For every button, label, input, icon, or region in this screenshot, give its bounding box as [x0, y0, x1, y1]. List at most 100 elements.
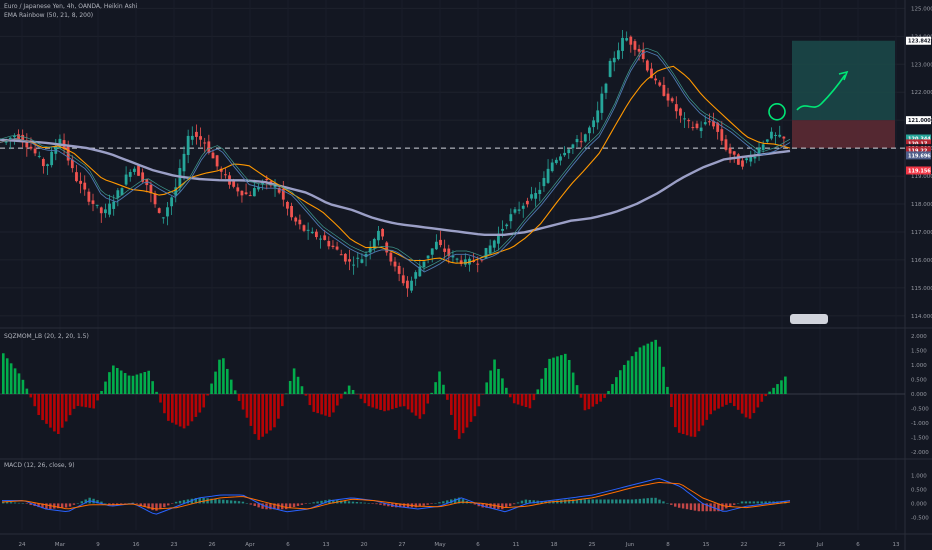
time-tick-label: 15	[703, 542, 710, 548]
price-tick-label: 116.000	[911, 258, 932, 264]
candle-body	[75, 172, 78, 182]
price-badge	[906, 146, 931, 155]
macd-histogram-bar	[422, 503, 425, 506]
macd-histogram-bar	[740, 501, 744, 504]
price-badge	[906, 139, 931, 148]
candle-body	[554, 159, 558, 164]
macd-histogram-bar	[123, 503, 127, 504]
candle-body	[199, 136, 202, 140]
macd-histogram-bar	[532, 500, 535, 504]
candle-body	[650, 68, 653, 79]
momentum-bar	[461, 394, 465, 434]
candle-body	[567, 149, 571, 154]
candle-body	[600, 93, 604, 113]
momentum-bar	[654, 339, 657, 394]
candle-body	[112, 201, 116, 209]
momentum-bar	[37, 394, 40, 416]
macd-histogram-bar	[685, 503, 689, 510]
momentum-bar	[571, 372, 575, 394]
momentum-bar	[630, 356, 634, 394]
time-tick-label: 8	[666, 542, 670, 548]
momentum-bar	[284, 393, 288, 395]
candle-body	[66, 144, 70, 161]
macd-histogram-bar	[151, 503, 154, 511]
candle-body	[732, 151, 736, 155]
candle-body	[132, 168, 136, 172]
candle-body	[153, 193, 157, 205]
candle-body	[372, 238, 376, 249]
momentum-bar	[25, 388, 29, 394]
projection-arrow-head	[838, 70, 849, 81]
macd-histogram-bar	[717, 503, 720, 512]
momentum-bar	[646, 343, 650, 394]
momentum-bar	[705, 394, 709, 420]
candle-body	[170, 197, 174, 207]
candle-body	[476, 263, 480, 265]
candle-body	[108, 203, 111, 215]
time-tick-label: 11	[513, 542, 520, 548]
macd-histogram-bar	[540, 501, 543, 504]
time-tick-label: 6	[856, 542, 860, 548]
macd-histogram-bar	[100, 501, 103, 504]
momentum-bar	[489, 370, 492, 394]
ema-21-line	[0, 51, 791, 273]
momentum-bar	[218, 359, 221, 394]
candle-body	[579, 141, 583, 143]
macd-histogram-bar	[76, 503, 80, 504]
momentum-bar	[784, 376, 787, 394]
momentum-bar	[355, 394, 359, 395]
macd-histogram-bar	[253, 503, 256, 506]
momentum-bar	[316, 394, 319, 414]
time-tick-label: 25	[589, 542, 596, 548]
candle-body	[753, 156, 757, 159]
macd-histogram-bar	[68, 503, 72, 507]
momentum-bar	[701, 394, 705, 426]
candle-body	[608, 60, 612, 77]
macd-histogram-bar	[226, 500, 229, 504]
momentum-bar	[744, 394, 748, 418]
candle-body	[360, 259, 364, 263]
candle-body	[104, 209, 107, 214]
macd-histogram-bar	[642, 498, 645, 504]
candle-body	[244, 192, 248, 195]
momentum-bar	[41, 394, 44, 421]
macd-histogram-bar	[300, 503, 304, 505]
macd-histogram-bar	[9, 502, 13, 504]
candle-body	[410, 280, 413, 291]
momentum-bar	[607, 390, 610, 394]
momentum-bar	[552, 357, 555, 394]
macd-histogram-bar	[13, 502, 17, 504]
candle-body	[542, 177, 546, 187]
macd-histogram-bar	[104, 503, 107, 504]
momentum-bar	[277, 394, 280, 419]
momentum-bar	[273, 394, 276, 428]
momentum-bar	[186, 394, 190, 426]
price-tick-label: 125.000	[911, 6, 932, 12]
price-tick-label: 115.000	[911, 286, 932, 292]
momentum-bar	[626, 360, 630, 394]
macd-histogram-bar	[457, 497, 461, 504]
momentum-bar	[64, 394, 68, 422]
candle-body	[79, 180, 82, 184]
macd-histogram-bar	[721, 503, 724, 511]
macd-legend[interactable]: MACD (12, 26, close, 9)	[4, 462, 75, 469]
momentum-legend[interactable]: SQZMOM_LB (20, 2, 20, 1.5)	[4, 333, 89, 340]
momentum-bar	[387, 394, 390, 411]
candle-body	[497, 233, 500, 244]
momentum-bar	[222, 358, 225, 394]
ema-legend[interactable]: EMA Rainbow (50, 21, 8, 200)	[4, 12, 93, 19]
momentum-bar	[332, 394, 335, 413]
candle-body	[749, 156, 753, 162]
symbol-legend[interactable]: Euro / Japanese Yen, 4h, OANDA, Heikin A…	[4, 3, 137, 10]
candle-body	[331, 245, 335, 247]
candle-body	[757, 147, 761, 156]
price-badge-label: 119.22	[908, 148, 928, 154]
macd-histogram-bar	[713, 503, 716, 512]
macd-histogram-bar	[210, 498, 213, 504]
macd-histogram-bar	[505, 503, 508, 508]
projection-arrow	[796, 74, 846, 111]
momentum-bar	[112, 365, 115, 394]
macd-histogram-bar	[115, 503, 119, 505]
macd-histogram-bar	[261, 503, 264, 509]
